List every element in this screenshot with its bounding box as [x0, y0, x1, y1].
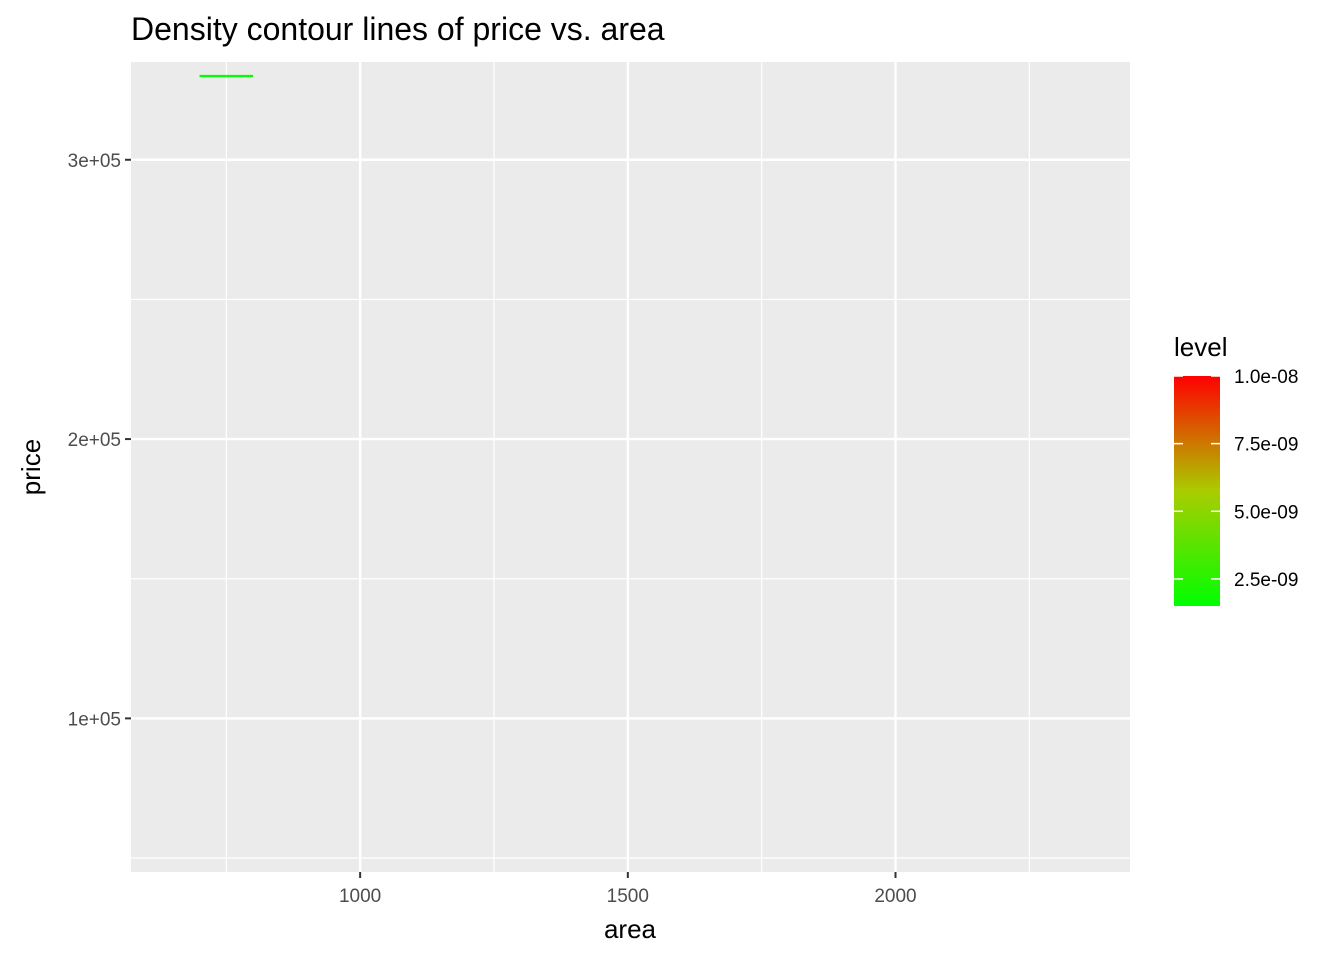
y-axis: 1e+05 2e+05 3e+05 — [68, 151, 131, 730]
legend-tick-label: 2.5e-09 — [1234, 570, 1298, 591]
x-tick-label: 2000 — [874, 886, 916, 907]
legend-tick-label: 7.5e-09 — [1234, 435, 1298, 456]
legend-tick-label: 5.0e-09 — [1234, 502, 1298, 523]
x-axis: 1000 1500 2000 — [339, 872, 917, 907]
chart-title: Density contour lines of price vs. area — [131, 11, 665, 47]
x-tick-label: 1000 — [339, 886, 381, 907]
plot-panel — [131, 62, 1130, 872]
y-tick-label: 1e+05 — [68, 709, 121, 730]
y-axis-title: price — [16, 439, 46, 495]
legend-ticks: 1.0e-08 7.5e-09 5.0e-09 2.5e-09 — [1174, 367, 1298, 591]
y-tick-label: 3e+05 — [68, 151, 121, 172]
y-tick-label: 2e+05 — [68, 430, 121, 451]
legend-title: level — [1174, 332, 1227, 362]
x-tick-label: 1500 — [607, 886, 649, 907]
legend-tick-label: 1.0e-08 — [1234, 367, 1298, 388]
minor-gridlines — [131, 62, 1130, 872]
major-gridlines — [131, 62, 1130, 872]
legend-colorbar — [1174, 376, 1220, 606]
x-axis-title: area — [604, 914, 657, 944]
color-legend: level 1.0e-08 7.5e-09 5.0e-09 2.5e-09 — [1174, 332, 1298, 606]
